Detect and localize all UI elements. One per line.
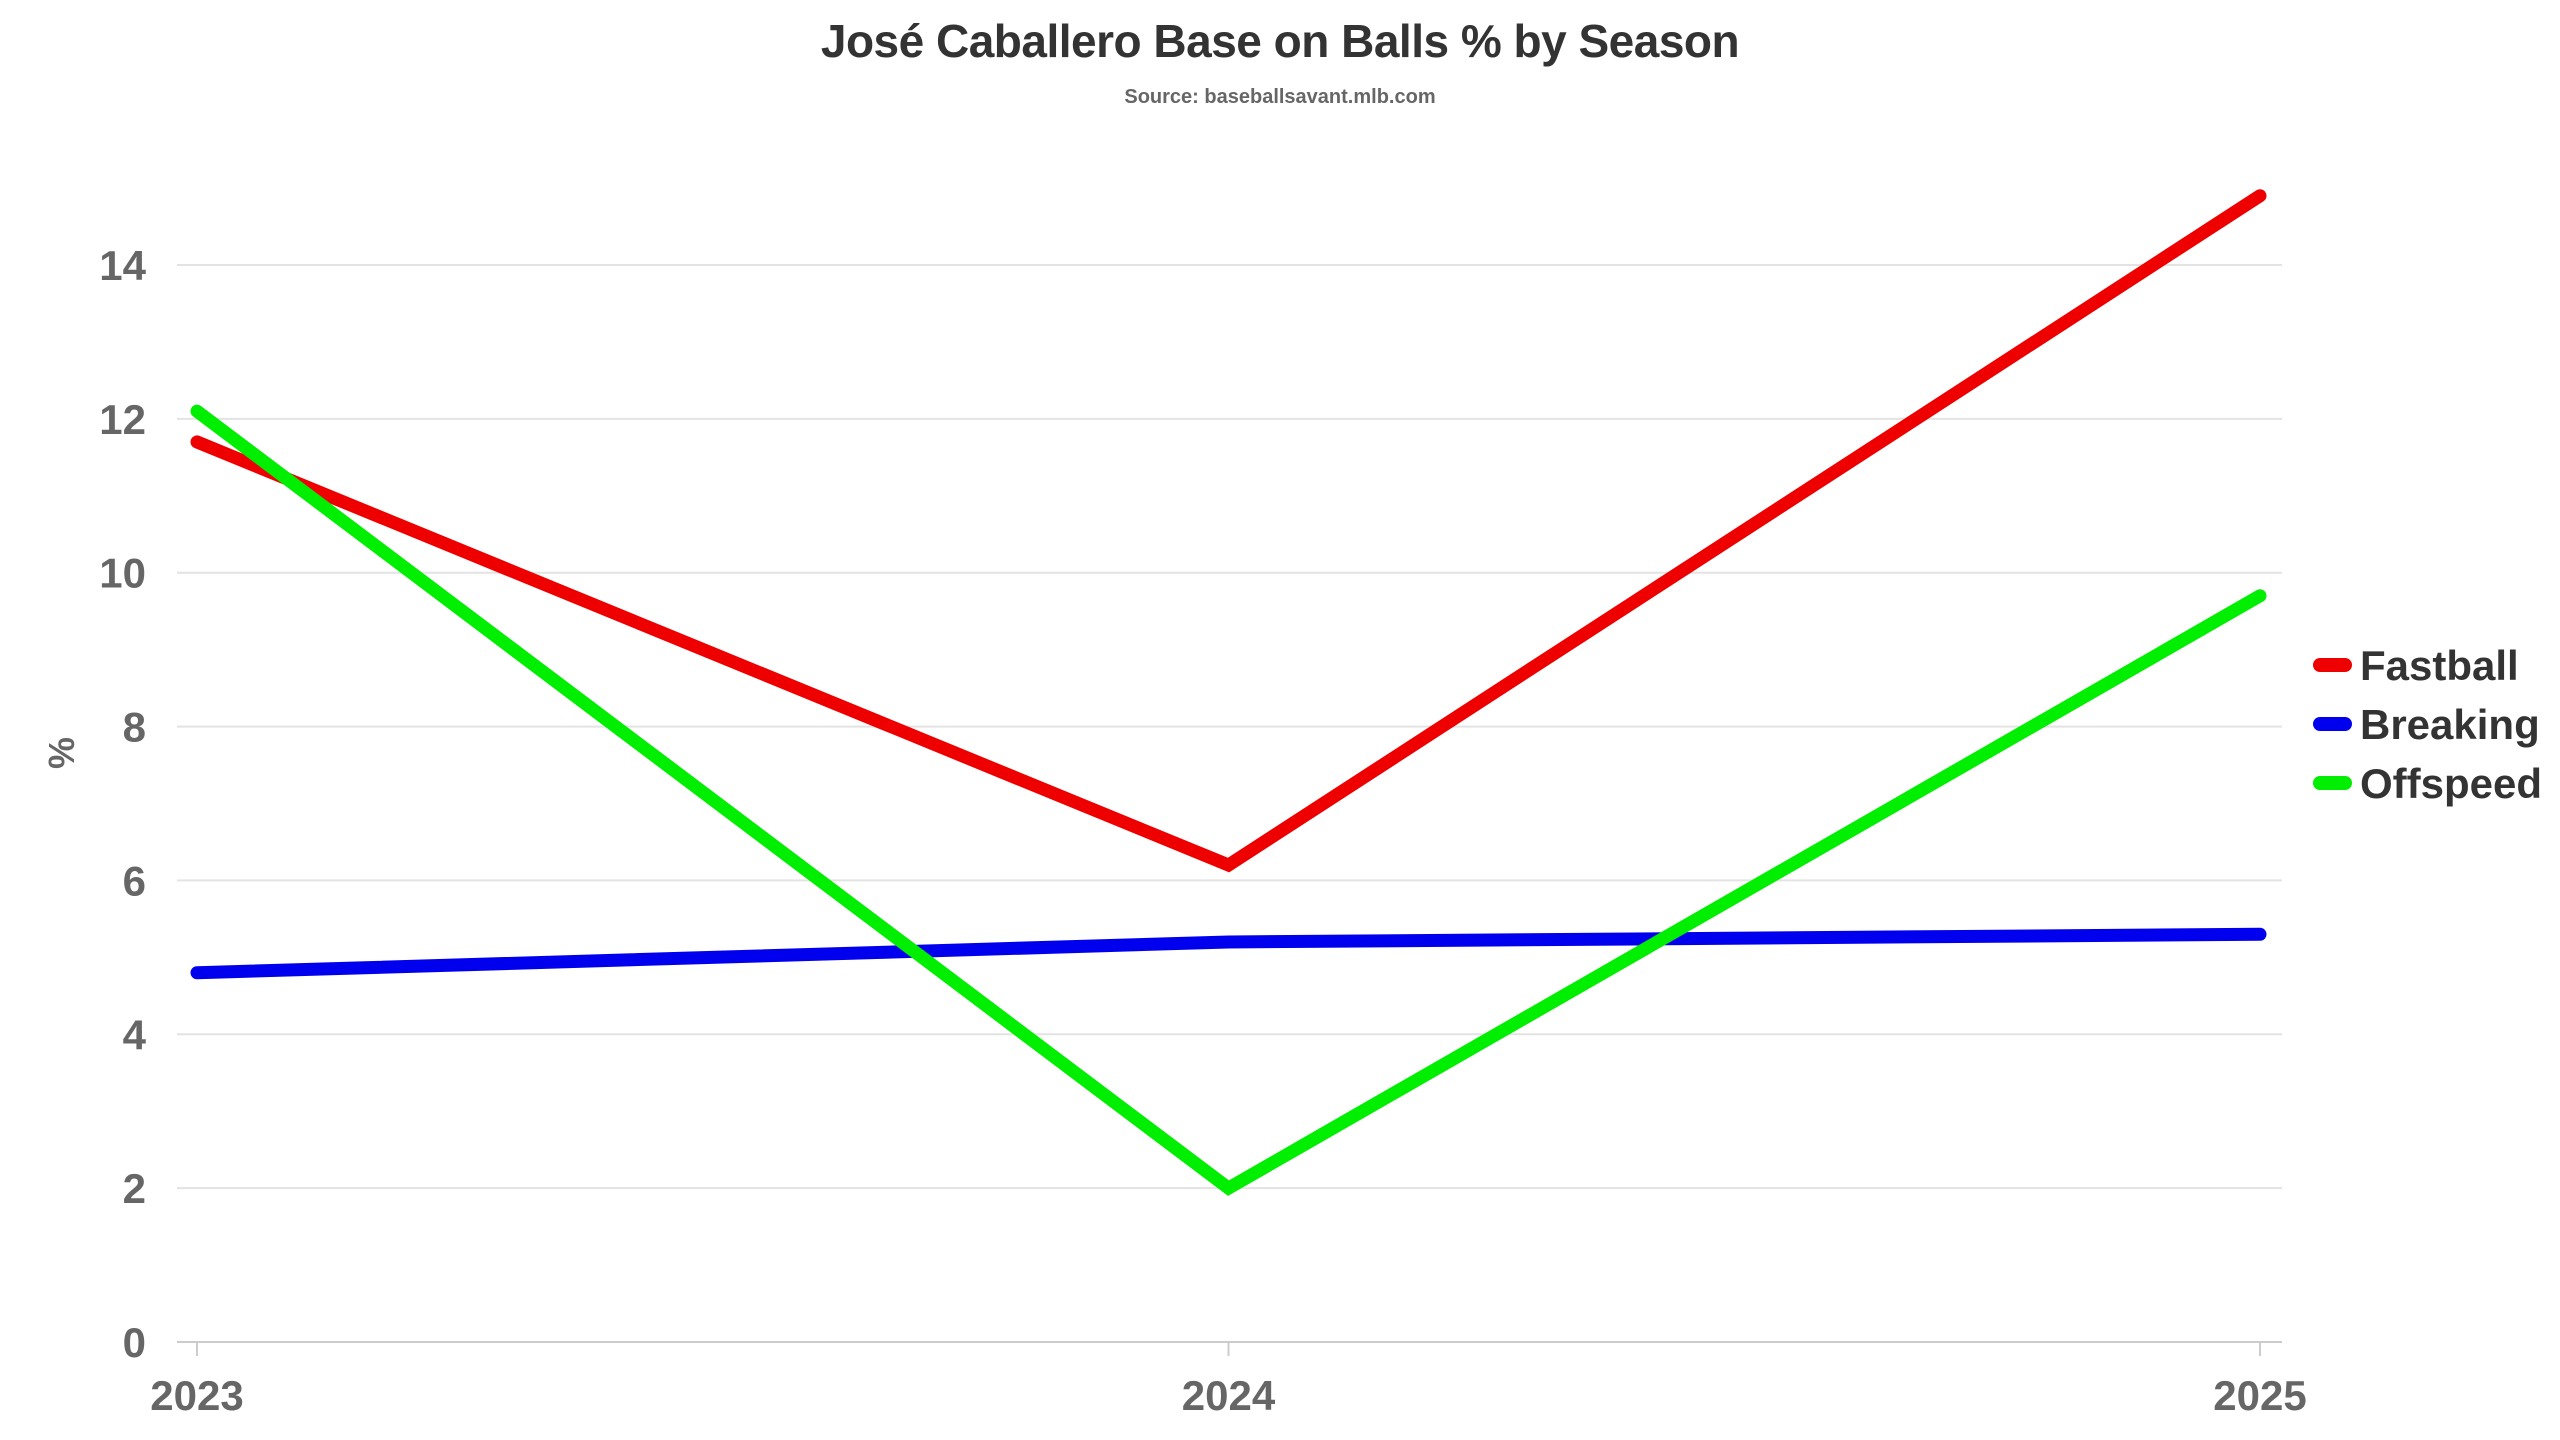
y-tick-label: 10 — [99, 550, 146, 597]
y-tick-label: 0 — [123, 1319, 146, 1366]
series-layer — [190, 189, 2267, 1196]
legend: Fastball Breaking Offspeed — [2313, 642, 2542, 807]
legend-label-breaking[interactable]: Breaking — [2360, 701, 2540, 748]
y-axis: 0 2 4 6 8 10 12 14% — [41, 242, 147, 1366]
y-tick-label: 4 — [123, 1011, 147, 1058]
series-line-fastball — [190, 189, 2267, 873]
y-tick-label: 2 — [123, 1165, 146, 1212]
x-axis: 2023 2024 2025 — [150, 1341, 2307, 1419]
legend-label-offspeed[interactable]: Offspeed — [2360, 760, 2542, 807]
y-tick-label: 12 — [99, 396, 146, 443]
gridlines — [177, 264, 2282, 1190]
y-tick-label: 8 — [123, 704, 146, 751]
x-tick-label: 2024 — [1182, 1372, 1276, 1419]
x-tick-label: 2023 — [150, 1372, 243, 1419]
x-tick-label: 2025 — [2213, 1372, 2306, 1419]
legend-label-fastball[interactable]: Fastball — [2360, 642, 2519, 689]
y-tick-label: 14 — [99, 242, 146, 289]
y-axis-title: % — [41, 737, 82, 769]
chart-title: José Caballero Base on Balls % by Season — [820, 15, 1740, 67]
series-line-offspeed — [190, 404, 2267, 1196]
y-tick-label: 6 — [123, 857, 146, 904]
chart-subtitle: Source: baseballsavant.mlb.com — [1124, 86, 1436, 108]
series-line-breaking — [190, 927, 2267, 980]
